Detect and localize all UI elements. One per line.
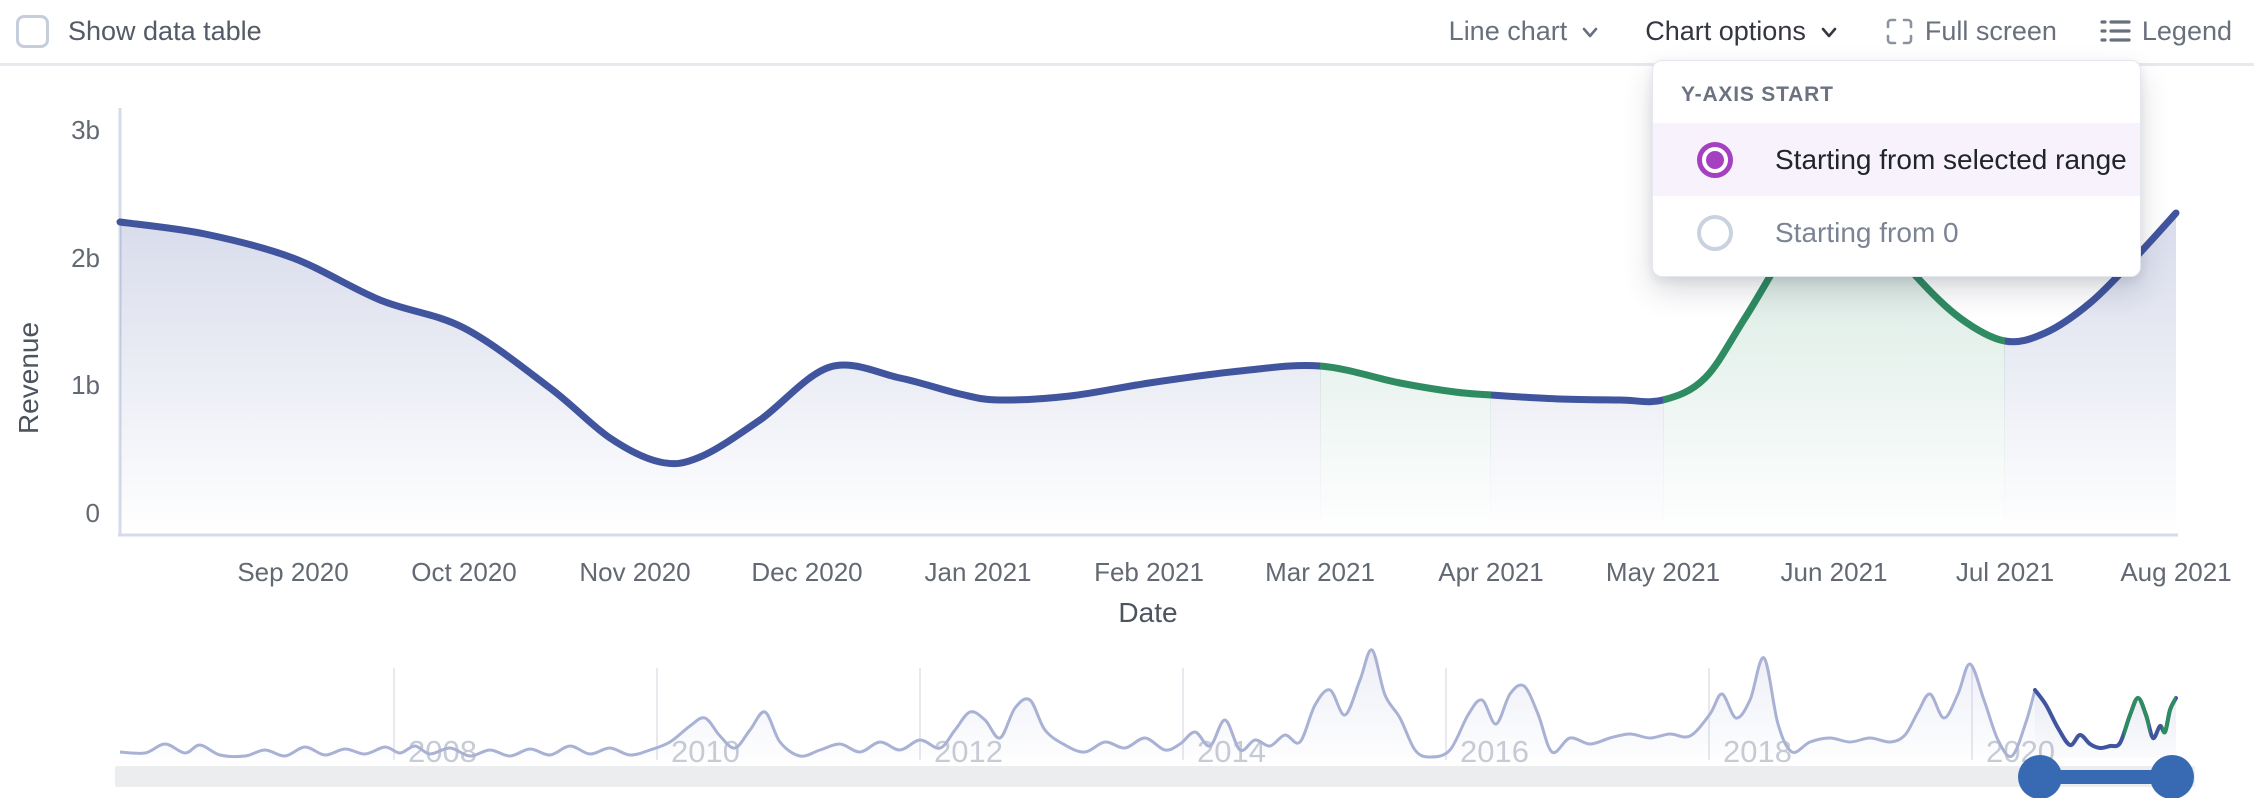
chart-options-label: Chart options — [1645, 16, 1806, 46]
x-tick-label: Nov 2020 — [579, 557, 690, 587]
context-navigator[interactable]: 2008201020122014201620182020 — [115, 648, 2195, 798]
y-tick-label: 3b — [71, 115, 100, 145]
legend-label: Legend — [2141, 16, 2232, 46]
x-tick-label: Mar 2021 — [1265, 557, 1375, 587]
option-starting-from-selected-range[interactable]: Starting from selected range — [1653, 123, 2140, 196]
x-tick-label: Oct 2020 — [411, 557, 517, 587]
chart-type-dropdown[interactable]: Line chart — [1449, 16, 1604, 47]
chart-options-dropdown[interactable]: Chart options — [1645, 16, 1842, 47]
radio-selected-icon[interactable] — [1697, 141, 1733, 178]
full-screen-button[interactable]: Full screen — [1884, 16, 2057, 47]
popover-title: Y-AXIS START — [1681, 83, 1834, 106]
selected-accent-bar — [1653, 123, 1660, 196]
brush-handle-right[interactable] — [2150, 755, 2194, 798]
y-tick-label: 1b — [71, 370, 100, 400]
brush-selection[interactable] — [2040, 770, 2172, 784]
chart-type-label: Line chart — [1448, 16, 1568, 46]
full-screen-label: Full screen — [1924, 16, 2057, 46]
legend-button[interactable]: Legend — [2099, 16, 2232, 47]
x-tick-label: Feb 2021 — [1094, 557, 1204, 587]
show-data-table-checkbox[interactable] — [16, 15, 49, 48]
show-data-table-label: Show data table — [68, 16, 262, 46]
option-starting-from-zero[interactable]: Starting from 0 — [1653, 196, 2140, 269]
mini-selected-line — [2033, 688, 2178, 751]
y-tick-label: 0 — [86, 498, 100, 528]
radio-unselected-icon[interactable] — [1697, 214, 1733, 251]
y-tick-label: 2b — [71, 243, 100, 273]
area-fill-blue — [120, 206, 2176, 532]
x-axis-title: Date — [1118, 597, 1177, 628]
x-tick-label: Sep 2020 — [237, 557, 348, 587]
brush-handle-left[interactable] — [2018, 755, 2062, 798]
x-tick-label: Aug 2021 — [2120, 557, 2231, 587]
legend-list-icon — [2099, 17, 2132, 46]
chart-toolbar: Show data table Line chart Chart options — [0, 0, 2254, 63]
x-tick-label: May 2021 — [1606, 557, 1720, 587]
chevron-down-icon — [1577, 19, 1603, 45]
x-tick-label: Jul 2021 — [1956, 557, 2054, 587]
fullscreen-icon — [1884, 16, 1915, 47]
option-label: Starting from 0 — [1775, 216, 1959, 248]
mini-area-fill — [120, 649, 2035, 758]
x-tick-label: Dec 2020 — [751, 557, 862, 587]
y-axis-title: Revenue — [13, 322, 44, 434]
mini-line — [119, 648, 2037, 759]
brush-track[interactable] — [115, 766, 2195, 787]
mini-selected-fill — [2035, 690, 2176, 758]
x-tick-label: Jun 2021 — [1781, 557, 1888, 587]
x-tick-label: Jan 2021 — [925, 557, 1032, 587]
chart-options-popover: Y-AXIS START Starting from selected rang… — [1652, 60, 2141, 277]
x-tick-label: Apr 2021 — [1438, 557, 1544, 587]
toolbar-divider — [0, 63, 2254, 66]
option-label: Starting from selected range — [1775, 143, 2127, 175]
chevron-down-icon — [1816, 19, 1842, 45]
